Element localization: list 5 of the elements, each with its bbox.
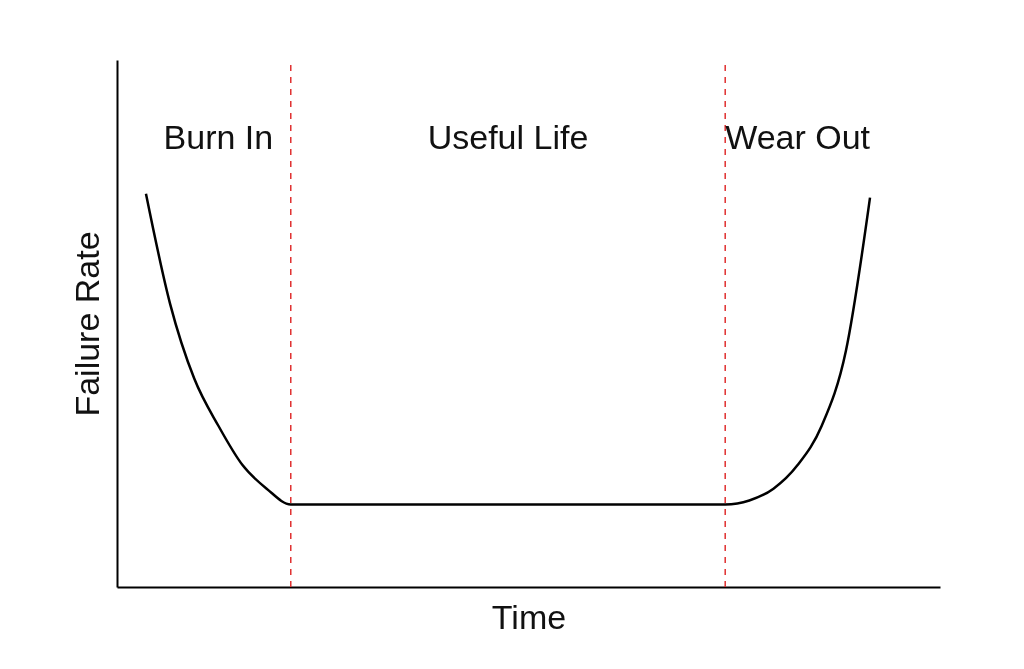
text: Wear Out (725, 117, 871, 156)
text: Useful Life (427, 117, 589, 156)
x-axis-title: Time (491, 597, 567, 636)
text: Burn In (163, 117, 274, 156)
y-axis-title: Failure Rate (67, 231, 106, 417)
